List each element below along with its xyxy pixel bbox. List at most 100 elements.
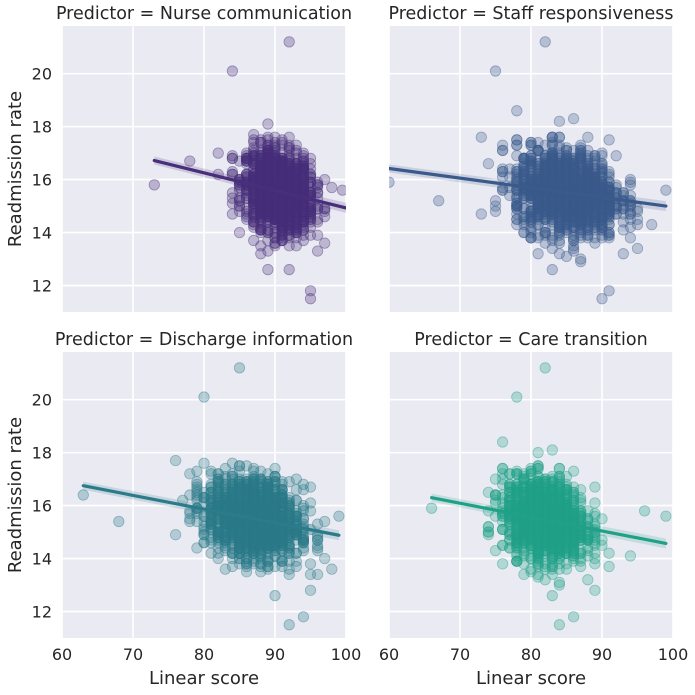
scatter-point bbox=[262, 171, 274, 183]
scatter-point bbox=[283, 171, 295, 183]
scatter-point bbox=[269, 152, 281, 165]
scatter-point bbox=[269, 208, 281, 220]
scatter-point bbox=[269, 195, 281, 207]
scatter-point bbox=[283, 152, 295, 165]
scatter-point bbox=[241, 152, 253, 165]
scatter-point bbox=[269, 173, 281, 186]
scatter-point bbox=[269, 192, 281, 204]
scatter-point bbox=[269, 200, 281, 212]
scatter-point bbox=[255, 189, 267, 202]
scatter-point bbox=[283, 240, 295, 252]
scatter-point bbox=[269, 136, 281, 149]
scatter-point bbox=[603, 200, 615, 212]
scatter-point bbox=[276, 208, 288, 220]
scatter-point bbox=[269, 208, 281, 220]
scatter-point bbox=[290, 171, 302, 183]
scatter-point bbox=[276, 171, 288, 183]
outlier-point bbox=[336, 184, 346, 196]
scatter-point bbox=[276, 155, 288, 167]
scatter-point bbox=[532, 211, 544, 223]
scatter-point bbox=[539, 139, 551, 151]
scatter-point bbox=[276, 208, 288, 220]
scatter-point bbox=[276, 224, 288, 236]
scatter-point bbox=[262, 195, 274, 207]
scatter-point bbox=[276, 221, 288, 233]
scatter-point bbox=[546, 150, 558, 162]
scatter-point bbox=[589, 205, 601, 217]
scatter-point bbox=[269, 213, 281, 225]
scatter-point bbox=[575, 144, 587, 157]
scatter-point bbox=[262, 168, 274, 180]
scatter-point bbox=[290, 171, 302, 183]
scatter-point bbox=[269, 176, 281, 188]
scatter-point bbox=[560, 155, 573, 167]
scatter-point bbox=[283, 195, 295, 207]
scatter-point bbox=[276, 168, 288, 180]
x-tick-label: 70 bbox=[123, 645, 143, 664]
scatter-point bbox=[262, 144, 274, 157]
scatter-point bbox=[248, 134, 260, 146]
scatter-point bbox=[546, 152, 558, 165]
scatter-point bbox=[248, 195, 260, 207]
scatter-point bbox=[582, 166, 594, 178]
scatter-point bbox=[276, 200, 288, 212]
scatter-point bbox=[304, 203, 317, 215]
scatter-point bbox=[283, 166, 295, 178]
scatter-point bbox=[319, 205, 331, 217]
outlier-point bbox=[233, 362, 246, 374]
scatter-point bbox=[255, 200, 267, 212]
scatter-point bbox=[262, 173, 274, 186]
scatter-point bbox=[283, 195, 295, 207]
scatter-point bbox=[553, 213, 566, 225]
scatter-point bbox=[255, 163, 267, 175]
scatter-point bbox=[255, 189, 267, 202]
scatter-point bbox=[575, 203, 587, 215]
scatter-point bbox=[262, 203, 274, 215]
scatter-point bbox=[283, 229, 295, 241]
scatter-point bbox=[603, 219, 615, 231]
scatter-point bbox=[283, 197, 295, 210]
scatter-point bbox=[269, 203, 281, 215]
scatter-point bbox=[269, 203, 281, 215]
scatter-point bbox=[269, 213, 281, 225]
scatter-point bbox=[511, 208, 523, 220]
scatter-point bbox=[567, 197, 580, 210]
scatter-point bbox=[290, 179, 302, 191]
scatter-point bbox=[255, 203, 267, 215]
scatter-point bbox=[226, 197, 238, 210]
scatter-point bbox=[276, 176, 288, 188]
scatter-point bbox=[262, 211, 274, 223]
scatter-point bbox=[262, 150, 274, 162]
scatter-point bbox=[262, 200, 274, 212]
scatter-point bbox=[276, 197, 288, 210]
scatter-point bbox=[255, 160, 267, 172]
scatter-point bbox=[262, 166, 274, 178]
scatter-point bbox=[248, 197, 260, 210]
scatter-point bbox=[255, 221, 267, 233]
scatter-point bbox=[297, 181, 309, 194]
scatter-point bbox=[269, 211, 281, 223]
scatter-point bbox=[539, 150, 551, 162]
scatter-point bbox=[283, 205, 295, 217]
scatter-point bbox=[255, 136, 267, 149]
outlier-point bbox=[660, 184, 672, 196]
scatter-point bbox=[269, 158, 281, 170]
scatter-point bbox=[560, 176, 573, 188]
scatter-point bbox=[560, 163, 573, 175]
scatter-point bbox=[582, 181, 594, 194]
scatter-point bbox=[255, 195, 267, 207]
scatter-point bbox=[518, 189, 530, 202]
scatter-point bbox=[560, 205, 573, 217]
scatter-point bbox=[575, 203, 587, 215]
scatter-point bbox=[283, 176, 295, 188]
scatter-point bbox=[276, 203, 288, 215]
scatter-point bbox=[276, 158, 288, 170]
scatter-point bbox=[262, 152, 274, 165]
scatter-point bbox=[262, 160, 274, 172]
scatter-point bbox=[589, 171, 601, 183]
scatter-point bbox=[262, 216, 274, 228]
scatter-point bbox=[297, 176, 309, 188]
scatter-point bbox=[269, 176, 281, 188]
scatter-point bbox=[560, 221, 573, 233]
scatter-point bbox=[283, 171, 295, 183]
